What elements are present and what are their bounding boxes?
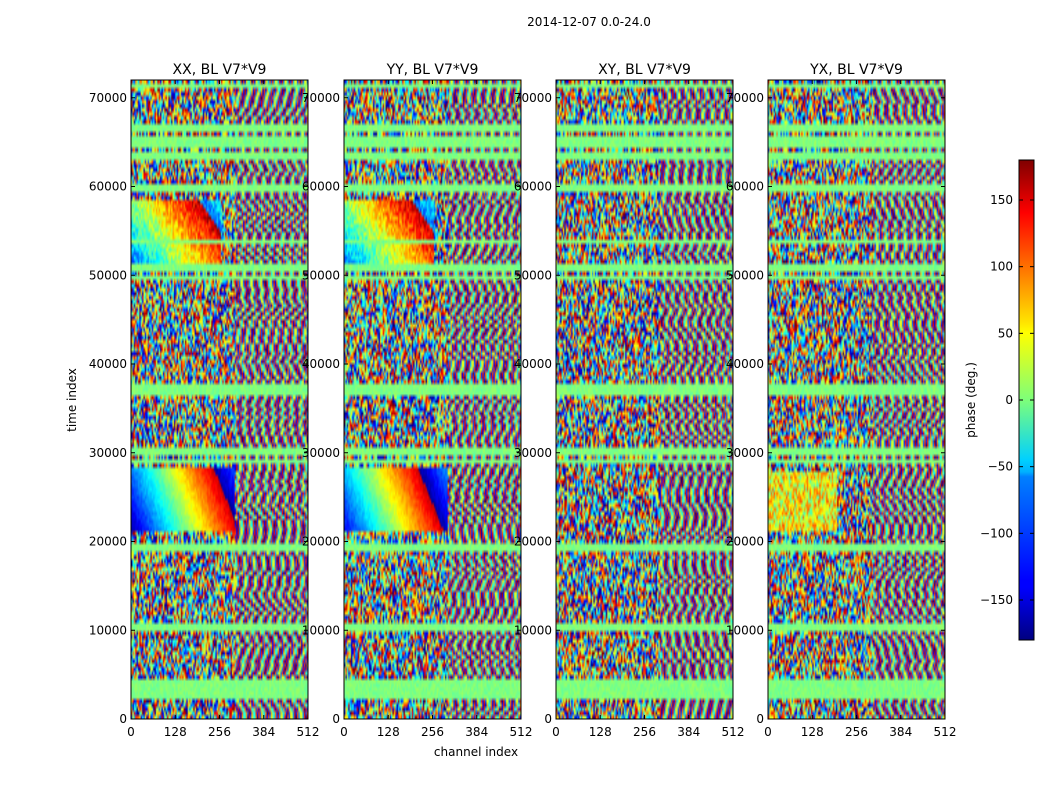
x-tick-label: 128 bbox=[377, 725, 400, 739]
panel: XY, BL V7*V9 0 128 256 384 512 0 10000 20000 3000… bbox=[514, 62, 745, 739]
x-tick-label: 256 bbox=[421, 725, 444, 739]
panel: XX, BL V7*V9 0 128 256 384 512 0 10000 20000 3000… bbox=[89, 62, 320, 739]
x-tick-label: 128 bbox=[801, 725, 824, 739]
y-tick-label: 0 bbox=[756, 712, 764, 726]
y-tick-label: 30000 bbox=[726, 446, 764, 460]
y-tick-label: 20000 bbox=[514, 535, 552, 549]
x-tick-label: 384 bbox=[889, 725, 912, 739]
y-tick-label: 0 bbox=[332, 712, 340, 726]
chart-suptitle: 2014-12-07 0.0-24.0 bbox=[527, 15, 651, 29]
y-tick-label: 50000 bbox=[302, 268, 340, 282]
x-tick-label: 0 bbox=[340, 725, 348, 739]
x-tick-label: 512 bbox=[510, 725, 533, 739]
panel: YX, BL V7*V9 0 128 256 384 512 0 10000 20000 3000… bbox=[726, 62, 957, 739]
y-tick-label: 50000 bbox=[726, 268, 764, 282]
x-tick-label: 0 bbox=[127, 725, 135, 739]
y-tick-label: 40000 bbox=[514, 357, 552, 371]
x-axis-label: channel index bbox=[434, 745, 518, 759]
colorbar-tick-label: 0 bbox=[1005, 393, 1013, 407]
x-tick-label: 512 bbox=[722, 725, 745, 739]
phase-heatmap bbox=[131, 80, 308, 719]
y-tick-label: 20000 bbox=[726, 535, 764, 549]
x-tick-label: 512 bbox=[934, 725, 957, 739]
colorbar-tick-label: −50 bbox=[988, 460, 1013, 474]
y-tick-label: 40000 bbox=[302, 357, 340, 371]
x-tick-label: 0 bbox=[764, 725, 772, 739]
colorbar-tick-label: −100 bbox=[980, 526, 1013, 540]
y-tick-label: 40000 bbox=[726, 357, 764, 371]
x-tick-label: 256 bbox=[208, 725, 231, 739]
panel-title: YX, BL V7*V9 bbox=[809, 62, 903, 78]
y-tick-label: 0 bbox=[119, 712, 127, 726]
y-tick-label: 0 bbox=[544, 712, 552, 726]
y-tick-label: 50000 bbox=[89, 268, 127, 282]
y-tick-label: 70000 bbox=[89, 91, 127, 105]
colorbar-label: phase (deg.) bbox=[964, 362, 978, 438]
colorbar-tick-label: 100 bbox=[990, 260, 1013, 274]
panel: YY, BL V7*V9 0 128 256 384 512 0 10000 20000 3000… bbox=[302, 62, 533, 739]
x-tick-label: 256 bbox=[845, 725, 868, 739]
x-tick-label: 384 bbox=[677, 725, 700, 739]
colorbar: −150 −100 −50 0 50 100 150 phase (deg.) bbox=[964, 159, 1035, 641]
y-tick-label: 70000 bbox=[302, 91, 340, 105]
y-tick-label: 40000 bbox=[89, 357, 127, 371]
y-tick-label: 10000 bbox=[514, 623, 552, 637]
x-tick-label: 256 bbox=[633, 725, 656, 739]
y-tick-label: 20000 bbox=[89, 535, 127, 549]
y-tick-label: 60000 bbox=[514, 180, 552, 194]
y-tick-label: 30000 bbox=[514, 446, 552, 460]
panels: XX, BL V7*V9 0 128 256 384 512 0 10000 20000 3000… bbox=[89, 62, 957, 739]
x-tick-label: 384 bbox=[252, 725, 275, 739]
panel-title: XX, BL V7*V9 bbox=[173, 62, 267, 78]
y-tick-label: 10000 bbox=[726, 623, 764, 637]
y-tick-label: 60000 bbox=[726, 180, 764, 194]
y-axis-label: time index bbox=[65, 368, 79, 432]
colorbar-tick-label: 150 bbox=[990, 193, 1013, 207]
y-tick-label: 20000 bbox=[302, 535, 340, 549]
x-tick-label: 384 bbox=[465, 725, 488, 739]
y-tick-label: 70000 bbox=[726, 91, 764, 105]
colorbar-tick-label: −150 bbox=[980, 593, 1013, 607]
y-tick-label: 60000 bbox=[302, 180, 340, 194]
y-tick-label: 30000 bbox=[89, 446, 127, 460]
x-tick-label: 128 bbox=[589, 725, 612, 739]
x-tick-label: 0 bbox=[552, 725, 560, 739]
phase-heatmap bbox=[556, 80, 733, 719]
y-tick-label: 50000 bbox=[514, 268, 552, 282]
y-tick-label: 30000 bbox=[302, 446, 340, 460]
panel-title: XY, BL V7*V9 bbox=[598, 62, 691, 78]
y-tick-label: 10000 bbox=[89, 623, 127, 637]
colorbar-tick-label: 50 bbox=[998, 326, 1013, 340]
y-tick-label: 10000 bbox=[302, 623, 340, 637]
phase-heatmap bbox=[768, 80, 945, 719]
panel-title: YY, BL V7*V9 bbox=[386, 62, 479, 78]
y-tick-label: 60000 bbox=[89, 180, 127, 194]
x-tick-label: 128 bbox=[164, 725, 187, 739]
x-tick-label: 512 bbox=[297, 725, 320, 739]
phase-heatmap bbox=[344, 80, 521, 719]
y-tick-label: 70000 bbox=[514, 91, 552, 105]
